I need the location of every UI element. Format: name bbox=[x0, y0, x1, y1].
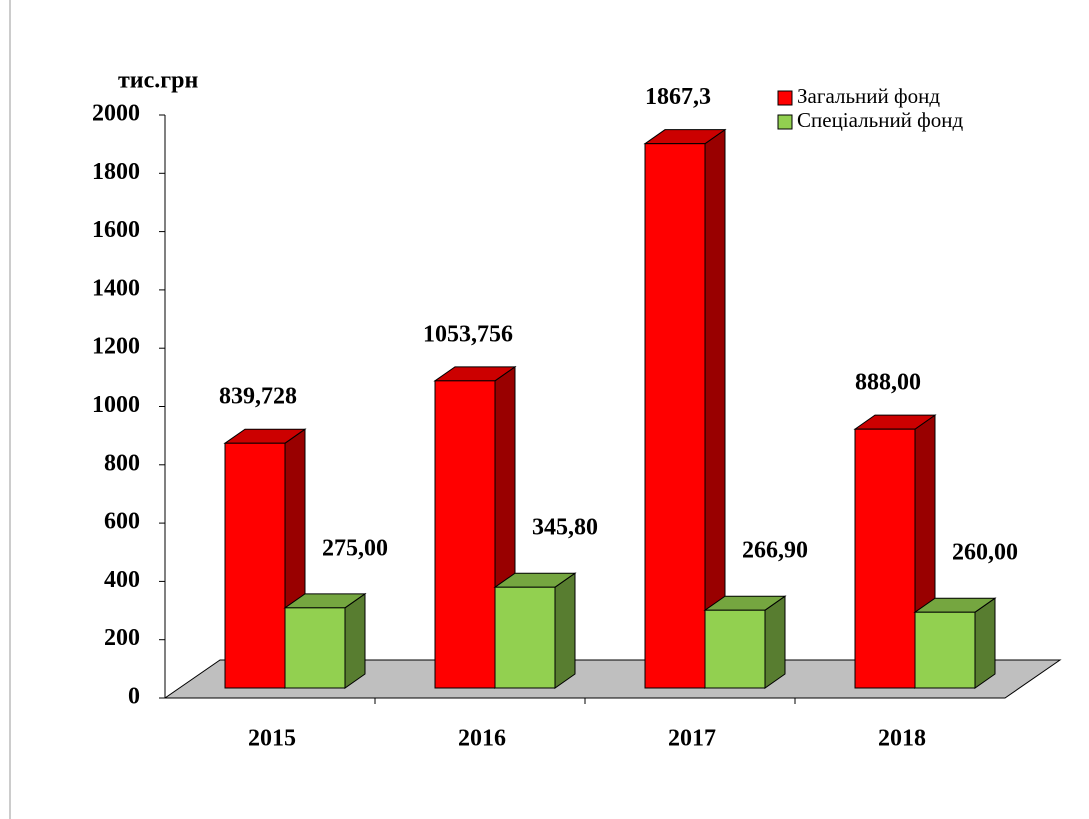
data-label: 1053,756 bbox=[423, 321, 513, 347]
data-label: 1867,3 bbox=[645, 84, 711, 110]
y-tick-label: 0 bbox=[128, 684, 140, 710]
y-tick-label: 1000 bbox=[92, 392, 140, 418]
legend-swatch bbox=[777, 114, 793, 130]
bar-side bbox=[554, 572, 576, 689]
y-tick-label: 1200 bbox=[92, 334, 140, 360]
data-label: 345,80 bbox=[532, 515, 598, 541]
x-tick-label: 2015 bbox=[248, 726, 296, 752]
legend-label: Спеціальний фонд bbox=[797, 108, 964, 132]
bar-side bbox=[344, 592, 366, 689]
data-label: 275,00 bbox=[322, 535, 388, 561]
y-tick-label: 400 bbox=[104, 567, 140, 593]
y-tick-label: 1800 bbox=[92, 159, 140, 185]
y-tick-label: 800 bbox=[104, 450, 140, 476]
y-tick-label: 1400 bbox=[92, 275, 140, 301]
bar bbox=[914, 611, 976, 689]
bar bbox=[224, 442, 286, 689]
legend-label: Загальний фонд bbox=[797, 84, 940, 108]
data-label: 260,00 bbox=[952, 540, 1018, 566]
bar bbox=[284, 607, 346, 689]
y-tick-label: 600 bbox=[104, 509, 140, 535]
bar bbox=[704, 609, 766, 689]
y-tick-label: 2000 bbox=[92, 101, 140, 127]
x-tick-label: 2016 bbox=[458, 726, 506, 752]
data-label: 266,90 bbox=[742, 538, 808, 564]
bar bbox=[854, 428, 916, 689]
y-tick-label: 1600 bbox=[92, 217, 140, 243]
bar-side bbox=[974, 597, 996, 689]
x-tick-label: 2018 bbox=[878, 726, 926, 752]
x-tick-label: 2017 bbox=[668, 726, 716, 752]
y-tick-label: 200 bbox=[104, 625, 140, 651]
data-label: 839,728 bbox=[219, 384, 297, 410]
frame bbox=[9, 0, 11, 819]
bar bbox=[494, 586, 556, 689]
legend-swatch bbox=[777, 90, 793, 106]
bar bbox=[434, 380, 496, 689]
y-axis-label: тис.грн bbox=[118, 68, 199, 94]
bar-side bbox=[764, 595, 786, 689]
data-label: 888,00 bbox=[855, 370, 921, 396]
bar bbox=[644, 143, 706, 689]
